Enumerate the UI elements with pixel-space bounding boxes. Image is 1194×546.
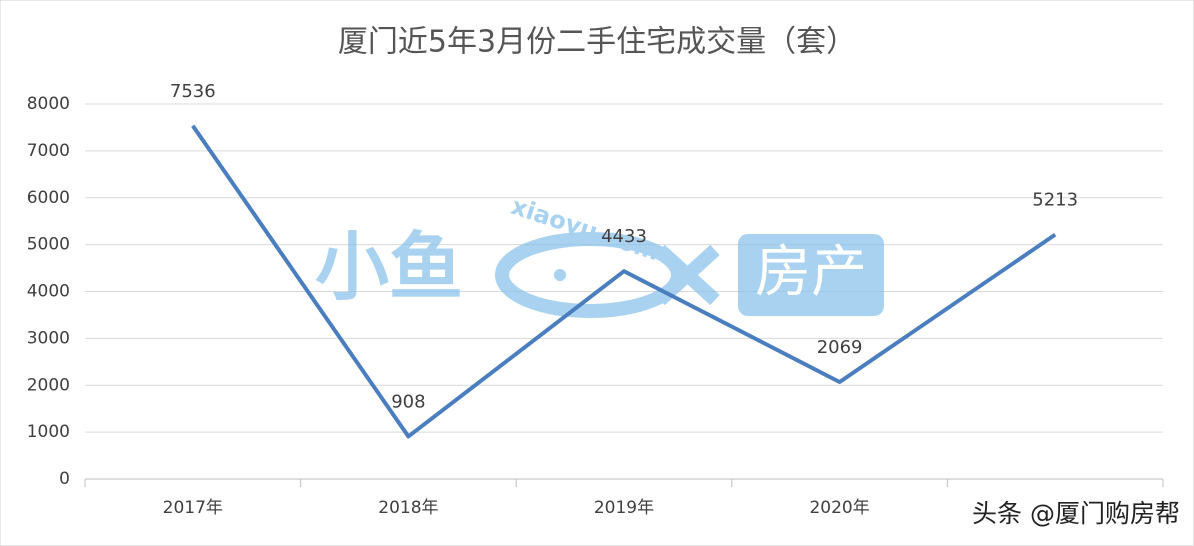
y-tick-label: 2000 (27, 375, 70, 395)
data-label: 2069 (817, 337, 863, 358)
watermark-box (738, 234, 884, 316)
x-tick-label: 2019年 (594, 498, 654, 518)
y-tick-label: 0 (59, 469, 70, 489)
data-label: 908 (391, 391, 425, 412)
data-label: 5213 (1032, 190, 1078, 211)
y-tick-label: 6000 (27, 188, 70, 208)
watermark-bg (920, 492, 1190, 536)
data-label: 4433 (601, 226, 647, 247)
y-tick-label: 8000 (27, 94, 70, 114)
watermark-text: 房产 (755, 240, 867, 305)
watermark-fish-eye (554, 269, 566, 281)
y-tick-label: 5000 (27, 235, 70, 255)
watermark-text: 头条 @厦门购房帮 (972, 499, 1180, 528)
y-tick-label: 7000 (27, 141, 70, 161)
line (191, 124, 1057, 439)
x-tick-label: 2017年 (163, 498, 223, 518)
x-tick-label: 2020年 (809, 498, 869, 518)
watermark-text: 小鱼 (315, 225, 463, 311)
y-tick-label: 1000 (27, 422, 70, 442)
data-label: 7536 (170, 81, 216, 102)
y-tick-label: 4000 (27, 282, 70, 302)
x-tick-label: 2018年 (378, 498, 438, 518)
chart-title: 厦门近5年3月份二手住宅成交量（套） (338, 25, 856, 60)
watermark-fish-tail (655, 244, 720, 306)
y-tick-label: 3000 (27, 328, 70, 348)
